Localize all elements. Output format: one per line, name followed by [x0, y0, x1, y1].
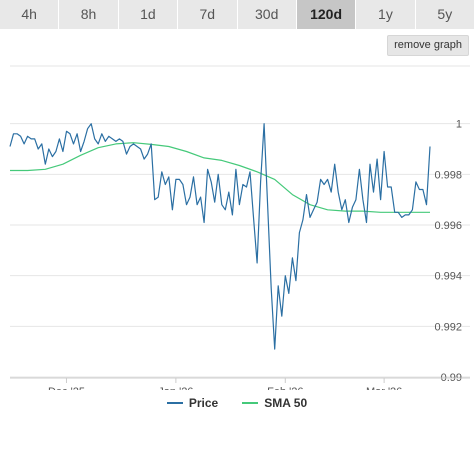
y-tick-label: 0.994	[434, 271, 462, 283]
grid	[10, 65, 470, 378]
tab-1d[interactable]: 1d	[119, 0, 179, 29]
sma50-series-line	[10, 142, 430, 213]
tab-120d[interactable]: 120d	[296, 0, 357, 29]
price-series-line	[9, 123, 431, 350]
tab-1y[interactable]: 1y	[356, 0, 416, 29]
y-tick-label: 0.998	[434, 169, 462, 181]
tab-8h[interactable]: 8h	[59, 0, 119, 29]
y-tick-label: 0.996	[434, 220, 462, 232]
legend-label: SMA 50	[264, 396, 308, 410]
legend: Price SMA 50	[0, 393, 474, 410]
y-tick-label: 0.992	[434, 321, 462, 333]
x-axis: Dec '25 Jan '26 Feb '26 Mar '26	[10, 377, 470, 390]
x-tick-label: Dec '25	[48, 386, 85, 390]
x-tick-label: Jan '26	[158, 386, 193, 390]
remove-graph-button[interactable]: remove graph	[387, 35, 469, 56]
series-lines	[9, 123, 431, 350]
legend-swatch	[166, 402, 183, 404]
legend-item-price[interactable]: Price	[166, 396, 219, 410]
x-tick-label: Mar '26	[366, 386, 402, 390]
tab-30d[interactable]: 30d	[238, 0, 297, 29]
legend-item-sma50[interactable]: SMA 50	[242, 396, 307, 410]
y-tick-label: 1	[456, 119, 462, 131]
legend-swatch	[242, 402, 259, 404]
tab-4h[interactable]: 4h	[0, 0, 60, 29]
timeframe-tabs: 4h 8h 1d 7d 30d 120d 1y 5y	[0, 0, 474, 29]
tab-5y[interactable]: 5y	[437, 6, 453, 22]
tab-7d[interactable]: 7d	[178, 0, 238, 29]
x-tick-label: Feb '26	[267, 386, 303, 390]
legend-label: Price	[188, 396, 219, 410]
